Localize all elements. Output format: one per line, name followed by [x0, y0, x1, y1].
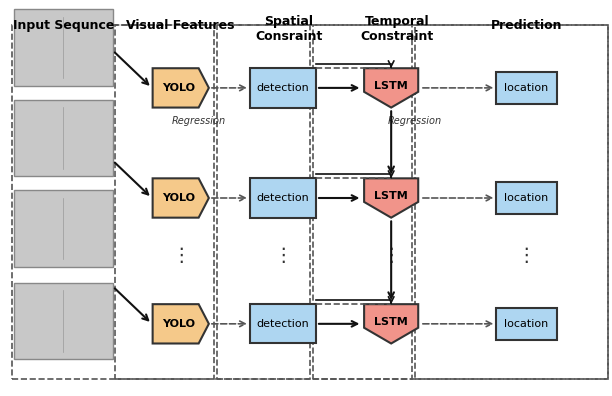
Polygon shape	[364, 178, 418, 218]
Text: location: location	[504, 83, 548, 93]
Text: LSTM: LSTM	[375, 191, 408, 201]
Text: detection: detection	[256, 193, 309, 203]
FancyBboxPatch shape	[250, 68, 316, 108]
Text: Temporal
Constraint: Temporal Constraint	[360, 15, 434, 43]
Text: Spatial
Consraint: Spatial Consraint	[255, 15, 323, 43]
FancyBboxPatch shape	[250, 304, 316, 343]
FancyBboxPatch shape	[250, 178, 316, 218]
FancyBboxPatch shape	[13, 100, 113, 176]
Text: YOLO: YOLO	[162, 83, 195, 93]
Polygon shape	[364, 304, 418, 343]
Text: YOLO: YOLO	[162, 193, 195, 203]
Text: ⋮: ⋮	[273, 246, 293, 265]
Text: Prediction: Prediction	[491, 19, 562, 32]
FancyBboxPatch shape	[496, 182, 556, 214]
Bar	[415, 25, 608, 379]
Text: ⋮: ⋮	[381, 246, 401, 265]
FancyBboxPatch shape	[13, 9, 113, 86]
Text: Regression: Regression	[172, 116, 226, 126]
Bar	[114, 25, 214, 379]
Polygon shape	[152, 178, 209, 218]
Bar	[217, 25, 310, 379]
Text: location: location	[504, 319, 548, 329]
Text: detection: detection	[256, 83, 309, 93]
Text: LSTM: LSTM	[375, 317, 408, 327]
Text: Visual Features: Visual Features	[127, 19, 235, 32]
Text: YOLO: YOLO	[162, 319, 195, 329]
Polygon shape	[364, 68, 418, 108]
FancyBboxPatch shape	[13, 190, 113, 267]
Text: ⋮: ⋮	[517, 246, 536, 265]
Text: Regression: Regression	[388, 116, 442, 126]
Text: detection: detection	[256, 319, 309, 329]
Text: LSTM: LSTM	[375, 81, 408, 91]
Polygon shape	[152, 304, 209, 343]
FancyBboxPatch shape	[13, 282, 113, 359]
Text: ⋮: ⋮	[171, 246, 190, 265]
Polygon shape	[152, 68, 209, 108]
Text: location: location	[504, 193, 548, 203]
FancyBboxPatch shape	[496, 308, 556, 339]
FancyBboxPatch shape	[496, 72, 556, 104]
Bar	[313, 25, 412, 379]
Text: Input Sequnce: Input Sequnce	[13, 19, 114, 32]
